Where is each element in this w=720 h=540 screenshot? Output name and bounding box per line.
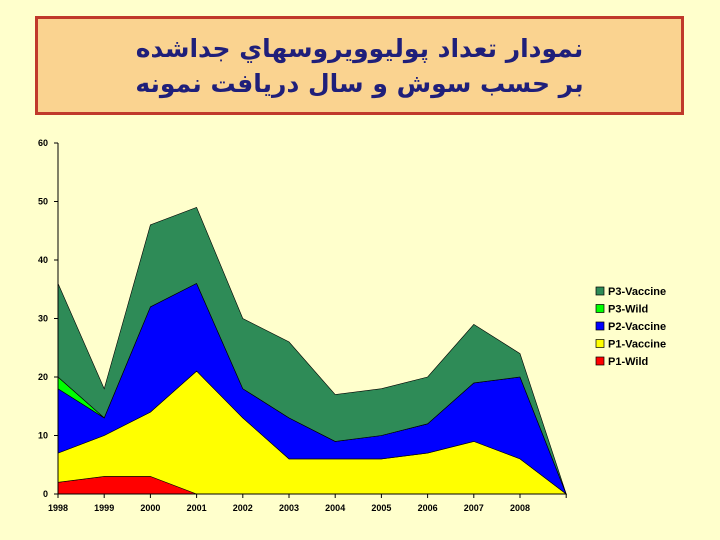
x-tick-label: 1999 xyxy=(94,503,114,513)
axes: 0 10 20 30 40 50 60 1998 1999 2000 2001 2002 2003 200… xyxy=(38,138,567,513)
x-tick-label: 2000 xyxy=(140,503,160,513)
x-tick-label: 2007 xyxy=(464,503,484,513)
y-tick-label: 10 xyxy=(38,431,48,441)
x-tick-label: 2005 xyxy=(371,503,391,513)
y-tick-label: 30 xyxy=(38,314,48,324)
title-line-1: نمودار تعداد پوليوويروسهاي جداشده xyxy=(135,33,584,63)
x-tick-label: 2006 xyxy=(418,503,438,513)
legend-label: P3-Vaccine xyxy=(608,286,666,298)
y-tick-label: 40 xyxy=(38,255,48,265)
area-p3-vaccine xyxy=(57,207,567,495)
legend-swatch xyxy=(595,304,605,313)
legend-swatch xyxy=(595,286,605,296)
y-tick-label: 50 xyxy=(38,197,48,207)
legend-swatch xyxy=(595,356,605,366)
legend-swatch xyxy=(595,321,605,331)
legend-label: P3-Wild xyxy=(608,304,648,316)
x-tick-label: 2001 xyxy=(187,503,207,513)
x-tick-label: 1998 xyxy=(48,503,68,513)
area-layers xyxy=(57,207,568,495)
x-tick-label: 2003 xyxy=(279,503,299,513)
legend-swatch xyxy=(595,339,605,348)
y-tick-label: 0 xyxy=(43,489,48,499)
legend-label: P1-Vaccine xyxy=(608,339,666,351)
title-line-2: بر حسب سوش و سال دريافت نمونه xyxy=(135,68,584,98)
title-box: نمودار تعداد پوليوويروسهاي جداشده بر حسب… xyxy=(35,16,684,115)
x-tick-label: 2004 xyxy=(325,503,345,513)
legend-label: P1-Wild xyxy=(608,356,648,368)
legend: P3-Vaccine P3-Wild P2-Vaccine P1-Vaccine P1-… xyxy=(595,286,666,368)
y-tick-label: 60 xyxy=(38,138,48,148)
x-tick-label: 2002 xyxy=(233,503,253,513)
y-tick-label: 20 xyxy=(38,372,48,382)
x-tick-label: 2008 xyxy=(510,503,530,513)
legend-label: P2-Vaccine xyxy=(608,321,666,333)
